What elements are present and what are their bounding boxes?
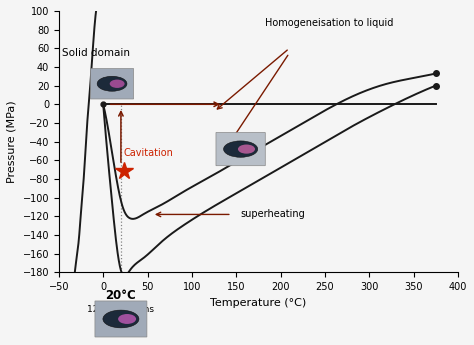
Ellipse shape <box>238 145 255 154</box>
Text: Solid domain: Solid domain <box>62 48 129 58</box>
FancyBboxPatch shape <box>95 301 147 337</box>
Text: superheating: superheating <box>241 209 305 219</box>
FancyBboxPatch shape <box>216 132 265 166</box>
Ellipse shape <box>224 141 258 157</box>
Ellipse shape <box>103 310 139 328</box>
Ellipse shape <box>97 76 127 91</box>
Text: 20°C: 20°C <box>106 289 137 302</box>
Ellipse shape <box>118 314 136 324</box>
FancyBboxPatch shape <box>91 69 134 99</box>
Ellipse shape <box>109 80 125 88</box>
Text: 12H to months: 12H to months <box>87 305 155 314</box>
Text: Homogeneisation to liquid: Homogeneisation to liquid <box>265 18 393 28</box>
X-axis label: Temperature (°C): Temperature (°C) <box>210 298 307 308</box>
Y-axis label: Pressure (MPa): Pressure (MPa) <box>7 100 17 183</box>
Text: Cavitation: Cavitation <box>124 148 173 158</box>
